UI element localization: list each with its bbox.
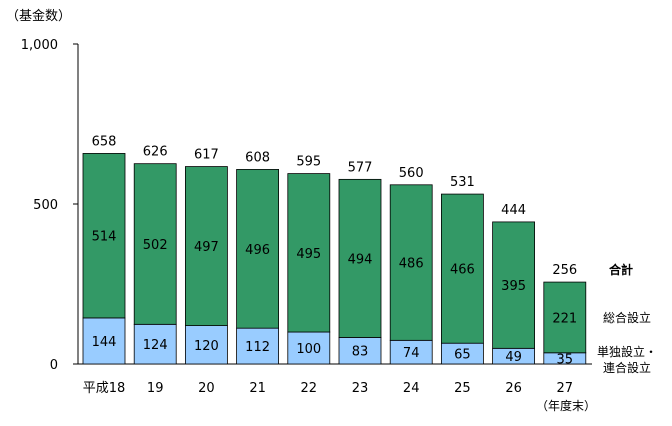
x-tick-label: 24: [403, 381, 420, 396]
y-tick-label: 500: [33, 198, 58, 213]
data-label-tandoku: 83: [352, 345, 369, 360]
x-tick-label: 平成18: [83, 381, 126, 396]
data-label-sogo: 395: [501, 279, 526, 294]
data-label-total: 577: [348, 160, 373, 175]
data-label-total: 595: [296, 155, 321, 170]
data-label-sogo: 497: [194, 240, 219, 255]
bar-segment-sogo: [236, 169, 280, 329]
bar-segment-sogo: [440, 193, 484, 344]
x-axis-suffix: （年度末）: [536, 398, 596, 413]
bar-segment-sogo: [338, 178, 382, 338]
data-label-sogo: 494: [348, 252, 373, 267]
data-label-total: 658: [92, 134, 117, 149]
data-label-sogo: 496: [245, 243, 270, 258]
data-label-sogo: 486: [399, 257, 424, 272]
data-label-sogo: 466: [450, 263, 475, 278]
x-tick-label: 25: [454, 381, 471, 396]
data-label-total: 608: [245, 150, 270, 165]
data-label-sogo: 502: [143, 238, 168, 253]
data-label-total: 256: [552, 263, 577, 278]
bar-segment-sogo: [492, 221, 536, 349]
x-tick-label: 21: [249, 381, 266, 396]
data-label-total: 560: [399, 166, 424, 181]
y-tick-label: 1,000: [21, 38, 58, 53]
x-tick-label: 20: [198, 381, 215, 396]
data-label-tandoku: 65: [454, 348, 471, 363]
bar-segment-sogo: [184, 166, 228, 326]
bar-segment-tandoku: [236, 327, 280, 365]
data-label-tandoku: 120: [194, 339, 219, 354]
bar-segment-sogo: [133, 163, 177, 325]
bar-segment-tandoku: [287, 331, 331, 365]
data-label-sogo: 495: [296, 247, 321, 262]
data-label-sogo: 221: [552, 311, 577, 326]
bar-segment-sogo: [82, 153, 126, 319]
y-axis-label: （基金数）: [6, 8, 71, 24]
y-tick-label: 0: [50, 358, 58, 373]
data-label-tandoku: 100: [296, 342, 321, 357]
data-label-total: 617: [194, 148, 219, 163]
x-tick-label: 26: [505, 381, 522, 396]
data-label-total: 626: [143, 145, 168, 160]
x-tick-label: 22: [301, 381, 318, 396]
bar-segment-tandoku: [82, 317, 126, 365]
bar-segment-sogo: [543, 281, 587, 354]
data-label-tandoku: 35: [557, 352, 574, 367]
data-label-tandoku: 144: [92, 335, 117, 350]
bar-segment-sogo: [389, 184, 433, 341]
data-label-tandoku: 112: [245, 340, 270, 355]
data-label-tandoku: 124: [143, 338, 168, 353]
data-label-sogo: 514: [92, 230, 117, 245]
x-tick-label: 23: [352, 381, 369, 396]
data-label-total: 531: [450, 175, 475, 190]
data-label-tandoku: 49: [505, 350, 522, 365]
x-tick-label: 27: [557, 381, 574, 396]
legend-total-label: 合計: [609, 262, 633, 277]
data-label-tandoku: 74: [403, 346, 420, 361]
legend-series-sogo: 総合設立: [603, 310, 651, 325]
legend-series-tandoku-line1: 単独設立・: [597, 344, 657, 359]
bar-segment-sogo: [287, 173, 331, 333]
data-label-total: 444: [501, 203, 526, 218]
legend-series-tandoku-line2: 連合設立: [603, 360, 651, 375]
x-tick-label: 19: [147, 381, 164, 396]
